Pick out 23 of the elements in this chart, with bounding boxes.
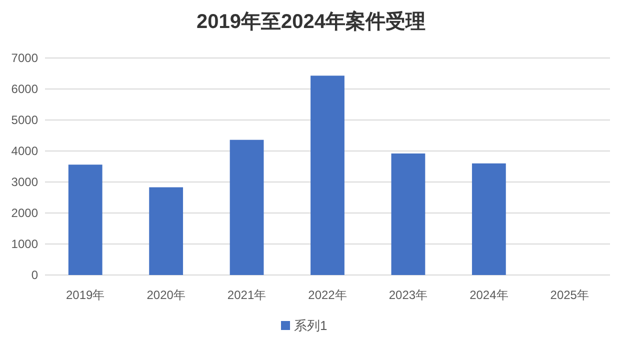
x-tick-label: 2024年 [470,288,508,302]
y-tick-label: 7000 [11,51,38,65]
y-tick-label: 5000 [11,113,38,127]
bar [230,140,264,275]
bar [310,76,344,275]
y-tick-label: 0 [31,268,38,282]
legend-label: 系列1 [294,318,328,333]
x-tick-label: 2023年 [388,288,428,302]
bar [391,153,426,275]
x-tick-label: 2022年 [308,288,347,302]
y-tick-label: 2000 [11,206,38,220]
bar [68,164,102,275]
bar [149,187,184,275]
y-tick-label: 4000 [11,144,38,158]
x-tick-label: 2021年 [227,288,266,302]
y-tick-label: 3000 [11,175,38,189]
y-tick-label: 6000 [11,82,38,96]
chart-title: 2019年至2024年案件受理 [196,10,426,33]
x-tick-label: 2020年 [146,288,186,302]
x-tick-label: 2019年 [66,288,105,302]
x-tick-label: 2025年 [550,288,589,302]
y-tick-label: 1000 [11,237,38,251]
bar [472,163,506,275]
